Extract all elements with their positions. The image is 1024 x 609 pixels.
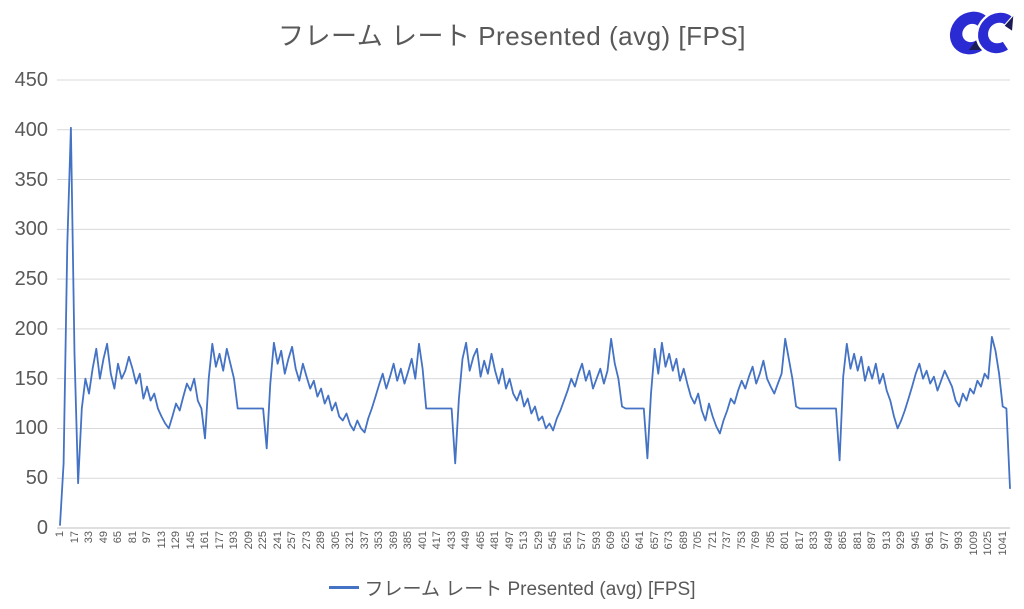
logo-right-c-shape	[975, 10, 1015, 56]
x-axis-tick-label: 177	[213, 531, 226, 550]
x-axis-tick-label: 641	[634, 531, 647, 550]
x-axis-tick-label: 49	[97, 531, 110, 544]
x-axis-tick-label: 769	[750, 531, 763, 550]
x-axis-tick-label: 737	[721, 531, 734, 550]
legend-label: フレーム レート Presented (avg) [FPS]	[364, 579, 696, 600]
x-axis-tick-label: 721	[706, 531, 719, 550]
x-axis-tick-label: 145	[184, 531, 197, 550]
x-axis-tick-label: 193	[228, 531, 241, 550]
x-axis-tick-label: 673	[663, 531, 676, 550]
x-axis-tick-label: 817	[793, 531, 806, 550]
x-axis-tick-label: 625	[619, 531, 632, 550]
y-axis-tick-label: 150	[14, 367, 48, 390]
x-axis-tick-label: 961	[924, 531, 937, 550]
x-axis-tick-label: 977	[938, 531, 951, 550]
x-axis-tick-label: 785	[764, 531, 777, 550]
x-axis-tick-label: 465	[474, 531, 487, 550]
x-axis-tick-label: 881	[851, 531, 864, 550]
x-axis-tick-label: 417	[431, 531, 444, 550]
x-axis-tick-label: 225	[257, 531, 270, 550]
x-axis-tick-label: 305	[329, 531, 342, 550]
y-axis-tick-label: 50	[25, 467, 48, 490]
x-axis-tick-label: 209	[242, 531, 255, 550]
x-axis-tick-label: 1025	[982, 531, 995, 556]
x-axis-tick-label: 257	[286, 531, 299, 550]
y-axis-tick-label: 300	[14, 218, 48, 241]
x-axis-tick-label: 593	[590, 531, 603, 550]
x-axis-tick-label: 65	[112, 531, 124, 544]
x-axis-tick-label: 561	[561, 531, 574, 550]
x-axis-tick-label: 481	[489, 531, 502, 550]
fps-line-series	[59, 126, 1011, 526]
x-axis-tick-label: 241	[271, 531, 284, 550]
x-axis-tick-label: 369	[387, 531, 400, 550]
x-axis-tick-label: 289	[315, 531, 328, 550]
x-axis-tick-label: 833	[808, 531, 821, 550]
x-axis-tick-label: 1041	[996, 531, 1009, 556]
x-axis-tick-label: 689	[677, 531, 690, 550]
x-axis-tick-label: 657	[648, 531, 661, 550]
x-axis-tick-label: 513	[518, 531, 531, 550]
x-axis-tick-label: 81	[126, 531, 139, 544]
x-axis-tick-label: 945	[909, 531, 922, 550]
y-axis-tick-label: 0	[36, 517, 48, 539]
x-axis-tick-label: 913	[880, 531, 893, 550]
x-axis-tick-label: 385	[402, 531, 415, 550]
x-axis-tick-label: 753	[735, 531, 748, 550]
x-axis-tick-label: 1	[54, 531, 66, 538]
x-axis-tick-label: 113	[155, 531, 168, 549]
x-axis-tick-label: 1009	[967, 531, 980, 556]
x-axis-tick-label: 529	[532, 531, 545, 550]
x-axis-tick-label: 897	[866, 531, 879, 550]
y-axis-tick-label: 350	[14, 168, 48, 191]
x-axis-tick-label: 865	[837, 531, 850, 550]
x-axis-tick-label: 321	[344, 531, 357, 550]
logo-right-c-fold	[1004, 16, 1014, 31]
x-axis-tick-label: 97	[141, 531, 154, 544]
x-axis-tick-label: 273	[300, 531, 313, 550]
x-axis-tick-label: 801	[779, 531, 792, 550]
brand-logo-double-c-icon	[949, 10, 1015, 56]
x-axis-tick-label: 705	[692, 531, 705, 550]
x-axis-tick-label: 577	[576, 531, 589, 550]
y-axis-tick-label: 250	[14, 268, 48, 291]
x-axis-tick-label: 609	[605, 531, 618, 550]
x-axis-tick-label: 497	[503, 531, 516, 550]
x-axis-tick-label: 849	[822, 531, 835, 550]
x-axis-tick-label: 337	[358, 531, 371, 550]
legend: フレーム レート Presented (avg) [FPS]	[0, 574, 1024, 601]
y-axis-tick-label: 450	[14, 69, 48, 91]
y-axis-tick-label: 200	[14, 317, 48, 340]
x-axis-tick-label: 353	[373, 531, 386, 550]
logo-left-c-fold	[968, 40, 983, 51]
x-axis-tick-label: 449	[460, 531, 473, 550]
x-axis-tick-label: 17	[68, 531, 81, 544]
x-axis-tick-label: 33	[83, 531, 95, 544]
y-axis-tick-label: 400	[14, 118, 48, 141]
x-axis-tick-label: 993	[953, 531, 966, 550]
legend-line-swatch	[328, 586, 359, 589]
x-axis-tick-label: 129	[170, 531, 183, 550]
x-axis-tick-label: 401	[416, 531, 429, 550]
chart-title: フレーム レート Presented (avg) [FPS]	[278, 21, 746, 51]
x-axis-tick-label: 929	[895, 531, 908, 550]
x-axis-tick-label: 161	[199, 531, 212, 550]
y-axis-tick-label: 100	[14, 417, 48, 440]
x-axis-tick-label: 433	[445, 531, 458, 550]
x-axis-tick-label: 545	[547, 531, 560, 550]
